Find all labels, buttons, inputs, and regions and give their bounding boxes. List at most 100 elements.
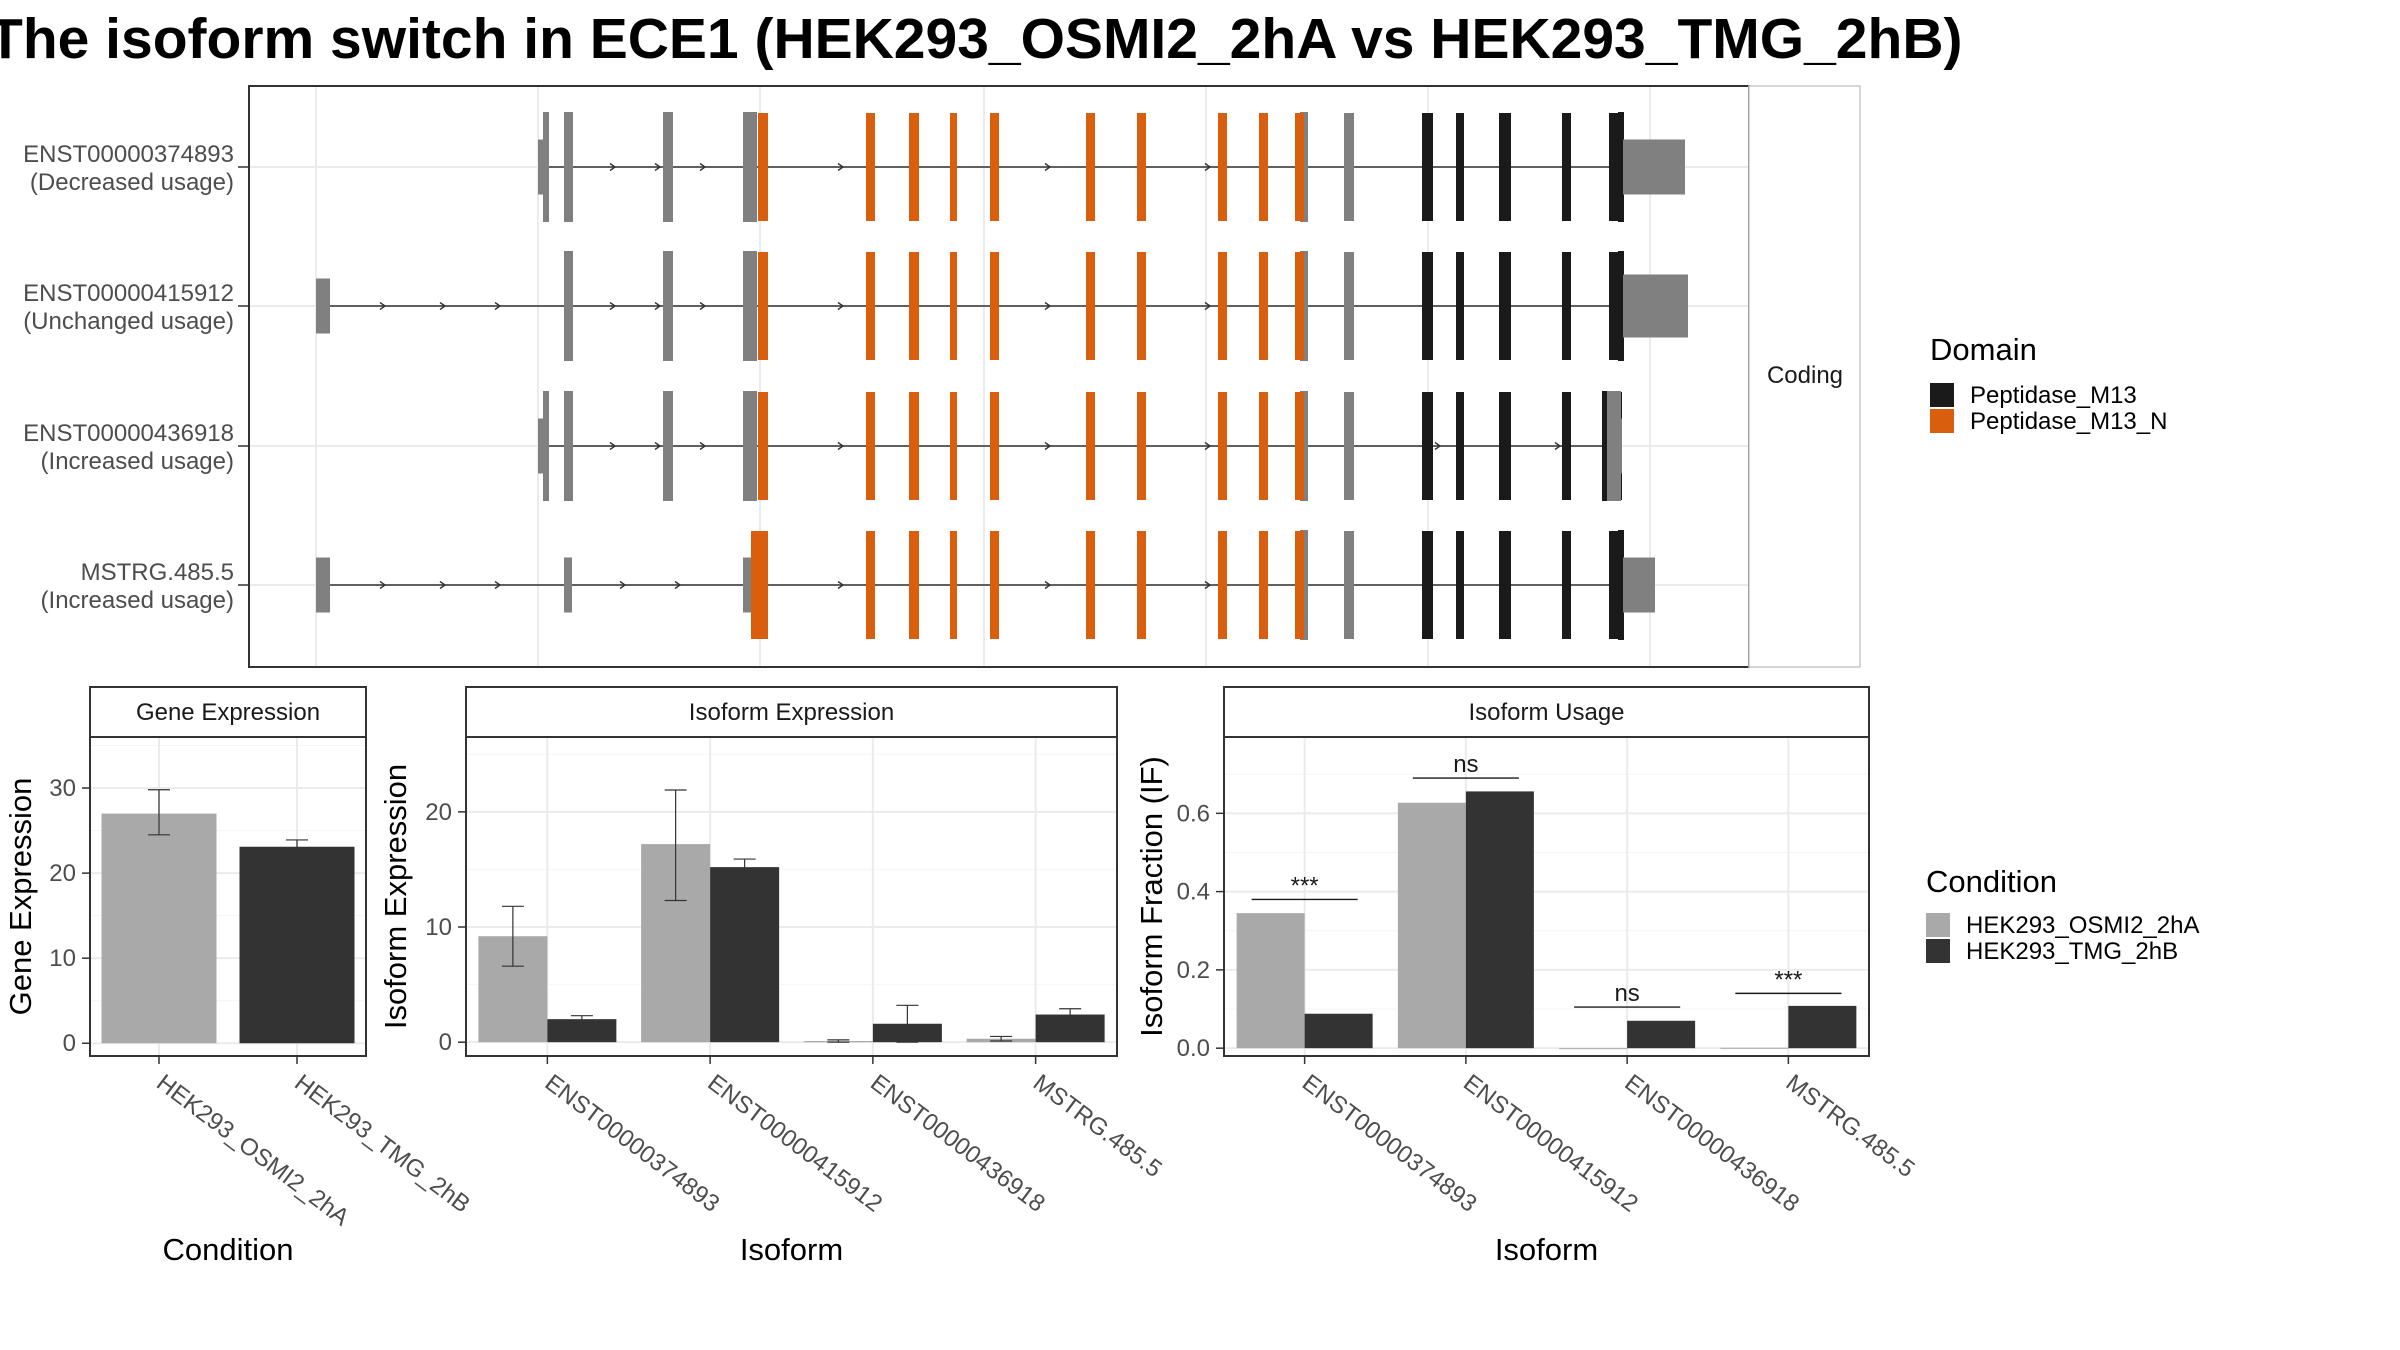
y-tick-label: 10 [425,914,452,941]
strand-arrow [494,301,502,311]
y-tick-label: 20 [425,799,452,826]
peptidase-m13-n-exon [866,392,875,500]
peptidase-m13-n-exon [758,392,768,500]
strand-arrow [1204,580,1212,590]
peptidase-m13-exon [1499,252,1511,360]
terminal-exon [1623,274,1688,338]
utr-exon [538,139,547,195]
peptidase-m13-n-exon [1259,113,1268,221]
y-tick-label: 0 [63,1030,76,1057]
peptidase-m13-exon [1456,531,1464,639]
y-tick-label: 0.4 [1177,879,1210,906]
x-tick-label: ENST00000374893 [1297,1069,1482,1217]
terminal-exon [1623,139,1685,195]
strand-arrow [609,301,617,311]
utr-exon [564,251,573,361]
bar [1304,1013,1373,1049]
peptidase-m13-n-exon [1137,113,1146,221]
y-axis-title: Isoform Expression [378,764,413,1029]
bar [1397,802,1466,1049]
strand-arrow [379,301,387,311]
y-tick-label: 10 [49,945,76,972]
strand-arrow [1204,441,1212,451]
y-axis-title: Gene Expression [3,778,38,1016]
bar [1559,1048,1628,1050]
peptidase-m13-n-exon [751,531,763,639]
plot-background [1224,737,1869,1056]
peptidase-m13-n-exon [990,113,999,221]
figure-title: The isoform switch in ECE1 (HEK293_OSMI2… [0,7,1963,71]
y-tick-label: 0 [439,1029,452,1056]
strand-arrow [837,162,845,172]
plot-background [466,737,1117,1056]
peptidase-m13-n-exon [758,113,768,221]
isoform-track-ENST00000374893 [538,112,1685,222]
condition-legend-label: HEK293_OSMI2_2hA [1966,912,2199,939]
domain-legend-title: Domain [1930,332,2037,367]
facet-strip [465,686,1118,738]
terminal-exon [1623,557,1655,613]
structure-strip-label: Coding [1767,362,1843,389]
peptidase-m13-exon [1422,392,1433,500]
peptidase-m13-exon [1456,392,1464,500]
peptidase-m13-n-exon [1137,392,1146,500]
peptidase-m13-n-exon [990,252,999,360]
structure-strip [1748,85,1861,668]
chart-panel-3: *** ns ns *** Isoform Usage 0.0 0.2 0.4 0.6 ENST0… [1134,686,1920,1267]
strand-arrow [494,580,502,590]
bar [239,846,355,1044]
peptidase-m13-exon [1562,113,1571,221]
peptidase-m13-n-exon [1218,392,1227,500]
peptidase-m13-n-exon [1218,252,1227,360]
isoform-label: ENST00000436918 [23,420,234,447]
peptidase-m13-n-exon [1295,252,1304,360]
peptidase-m13-exon [1499,113,1511,221]
condition-legend-swatch [1926,913,1950,937]
strand-arrow [837,441,845,451]
strand-arrow [1044,441,1052,451]
y-tick-label: 0.6 [1177,800,1210,827]
bar [101,813,217,1044]
structure-panel: Coding ENST00000374893(Decreased usage) EN… [23,85,1861,668]
strand-arrow [699,301,707,311]
utr-exon [564,391,573,501]
peptidase-m13-exon [1562,531,1571,639]
peptidase-m13-exon [1456,252,1464,360]
strand-arrow [1044,162,1052,172]
utr-exon [743,391,757,501]
terminal-exon [1618,530,1624,640]
peptidase-m13-n-exon [1259,531,1268,639]
strand-arrow [1204,301,1212,311]
utr-exon [663,251,673,361]
strand-arrow [654,162,662,172]
strand-arrow [654,441,662,451]
peptidase-m13-n-exon [1086,113,1095,221]
strand-arrow [837,580,845,590]
isoform-usage-label: (Decreased usage) [30,169,234,196]
significance-label: ns [1453,751,1478,778]
peptidase-m13-exon [1456,113,1464,221]
peptidase-m13-n-exon [990,531,999,639]
x-tick-label: ENST00000415912 [703,1069,888,1217]
bar [1627,1020,1696,1049]
condition-legend-swatch [1926,939,1950,963]
x-tick-label: MSTRG.485.5 [1028,1069,1167,1183]
terminal-exon [1612,418,1622,474]
strand-arrow [619,580,627,590]
peptidase-m13-n-exon [1218,531,1227,639]
coding-exon [1344,531,1354,639]
facet-strip-label: Isoform Usage [1468,699,1624,726]
strand-arrow [1044,580,1052,590]
isoform-usage-label: (Increased usage) [41,587,234,614]
peptidase-m13-n-exon [909,531,919,639]
coding-exon [1344,392,1354,500]
peptidase-m13-exon [1499,531,1511,639]
peptidase-m13-exon [1422,531,1433,639]
peptidase-m13-exon [1499,392,1511,500]
coding-exon [1344,113,1354,221]
significance-label: *** [1291,872,1319,899]
peptidase-m13-n-exon [1295,113,1304,221]
strand-arrow [1434,441,1442,451]
facet-strip [89,686,367,738]
